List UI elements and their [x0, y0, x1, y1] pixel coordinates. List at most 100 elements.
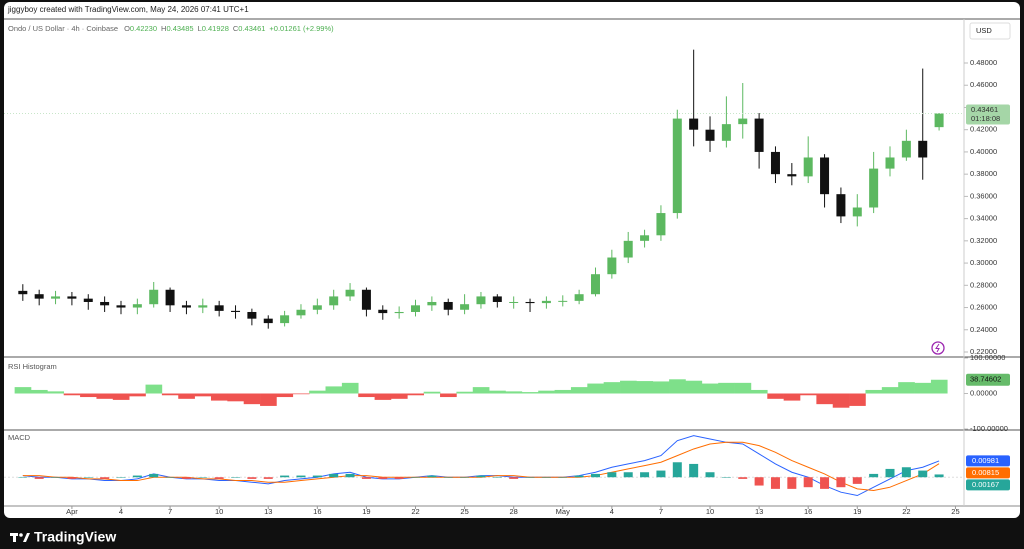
macd-histogram-bar [640, 472, 650, 478]
value-tag-label: 0.00981 [972, 456, 999, 465]
rsi-bar [865, 389, 883, 394]
rsi-bar [849, 393, 866, 406]
candle-body [656, 213, 666, 236]
candle-body [198, 305, 208, 308]
rsi-bar [145, 384, 163, 394]
macd-histogram-bar [934, 474, 944, 478]
macd-histogram-bar [623, 472, 633, 478]
y-tick-label: 0.26000 [970, 303, 997, 312]
candle-body [721, 124, 731, 141]
candle-body [492, 296, 502, 302]
candle-body [901, 140, 911, 158]
value-tag-label: 0.00167 [972, 480, 999, 489]
candle-body [640, 235, 650, 241]
rsi-bar [898, 382, 915, 394]
legend-value: 0.43485 [166, 24, 193, 33]
rsi-bar [194, 393, 212, 397]
x-tick-label: 19 [853, 507, 861, 516]
candle-body [329, 296, 339, 306]
macd-histogram-bar [918, 470, 928, 478]
macd-histogram-bar [607, 472, 617, 478]
rsi-bar [816, 393, 834, 405]
rsi-bar [652, 381, 670, 394]
candle-body [623, 240, 633, 258]
rsi-bar [783, 393, 801, 401]
candle-body [165, 289, 175, 306]
currency-box [969, 22, 1011, 40]
macd-histogram-bar [509, 477, 519, 479]
macd-histogram-bar [836, 477, 846, 488]
rsi-bar [325, 386, 343, 394]
candle-body [525, 301, 535, 304]
y-tick-label: 0.36000 [970, 191, 997, 200]
x-tick-label: 22 [902, 507, 910, 516]
rsi-bar [750, 389, 768, 394]
rsi-bar [210, 393, 228, 401]
macd-histogram-bar [378, 477, 388, 479]
rsi-bar [309, 390, 326, 394]
rsi-bar [734, 382, 752, 394]
y-tick-label: 0.42000 [970, 125, 997, 134]
rsi-bar [358, 393, 375, 398]
x-tick-label: May [556, 507, 570, 516]
logo-part [23, 533, 30, 542]
macd-histogram-bar [492, 477, 502, 478]
alert-icon[interactable] [931, 341, 945, 355]
x-tick-label: 13 [755, 507, 763, 516]
rsi-bar [14, 387, 32, 394]
candle-body [705, 129, 715, 141]
y-tick-label: 0.38000 [970, 169, 997, 178]
candle-body [83, 298, 93, 302]
macd-histogram-bar [181, 477, 191, 479]
candle-body [754, 118, 764, 152]
y-tick-label: 0.24000 [970, 325, 997, 334]
rsi-bar [390, 393, 408, 399]
macd-histogram-bar [427, 475, 437, 478]
macd-histogram-bar [67, 477, 77, 479]
x-tick-label: 25 [460, 507, 468, 516]
brand-logo [10, 533, 30, 542]
candle-body [34, 294, 44, 299]
candle-body [411, 305, 421, 312]
rsi-bar [718, 382, 735, 394]
x-tick-label: 4 [610, 507, 614, 516]
candle-body [443, 301, 453, 310]
candle-body [427, 301, 437, 306]
y-tick-label: 100.00000 [970, 353, 1005, 362]
y-tick-label: 0.34000 [970, 214, 997, 223]
candle-body [263, 318, 273, 324]
rsi-bar [407, 393, 424, 396]
macd-histogram-bar [525, 477, 535, 478]
value-tag-label: 0.00815 [972, 468, 999, 477]
alert-icon-bolt [935, 343, 940, 353]
candle-body [607, 257, 617, 275]
rsi-bar [80, 393, 97, 398]
candle-body [361, 289, 371, 310]
candle-body [590, 274, 600, 295]
candle-body [132, 304, 142, 308]
macd-histogram-bar [443, 477, 453, 478]
macd-histogram-bar [656, 470, 666, 478]
rsi-bar [800, 393, 817, 396]
macd-histogram-bar [689, 463, 699, 478]
rsi-bar [440, 393, 457, 398]
rsi-bar [423, 391, 441, 394]
candle-body [689, 118, 699, 130]
candle-body [394, 311, 404, 314]
macd-histogram-bar [312, 475, 322, 478]
macd-histogram-bar [411, 477, 421, 478]
macd-histogram-bar [885, 468, 895, 478]
price-tag [966, 104, 1010, 125]
macd-histogram-bar [214, 477, 224, 479]
legend-key: H [161, 24, 166, 33]
macd-histogram-bar [787, 477, 797, 489]
rsi-bar [570, 387, 588, 394]
candle-body [67, 296, 77, 299]
rsi-bar [701, 383, 719, 394]
candle-body [574, 294, 584, 301]
logo-part [19, 533, 23, 537]
rsi-bar [47, 391, 65, 394]
candle-body [934, 113, 944, 128]
macd-histogram-bar [247, 477, 257, 479]
